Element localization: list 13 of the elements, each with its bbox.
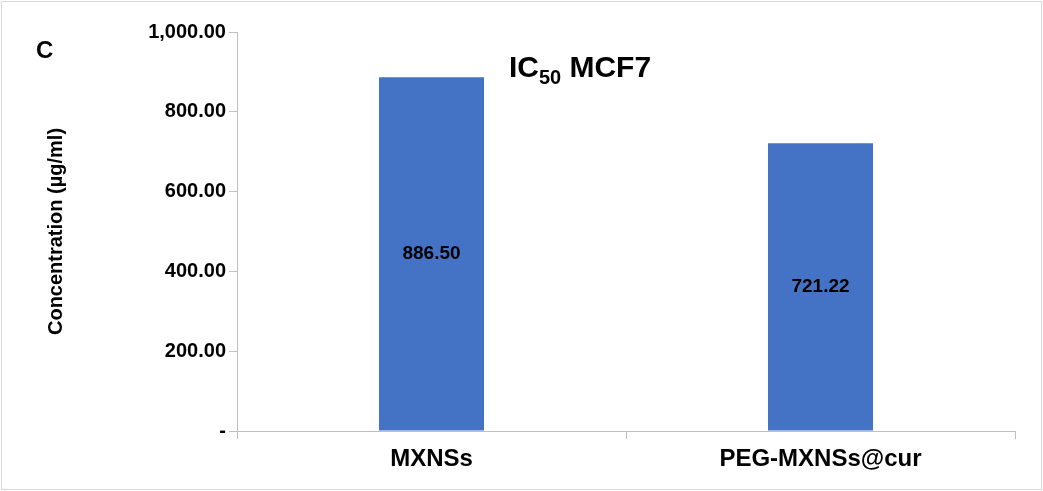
y-axis-title: Concentration (µg/ml) xyxy=(43,127,66,336)
data-label: 721.22 xyxy=(791,275,850,297)
x-tick-label: MXNSs xyxy=(390,444,473,472)
y-tick-label: 200.00 xyxy=(164,338,226,361)
text: IC$_{50}$ MCF7 xyxy=(507,50,653,89)
x-tick-label: PEG-MXNSs@cur xyxy=(719,444,922,472)
y-tick-label: 600.00 xyxy=(164,179,226,202)
y-tick-label: 800.00 xyxy=(164,99,226,122)
y-tick-label: 400.00 xyxy=(164,258,226,281)
y-tick-label: - xyxy=(219,418,226,441)
data-label: 886.50 xyxy=(402,242,461,264)
y-tick-label: 1,000.00 xyxy=(148,19,226,42)
text: C xyxy=(36,36,54,64)
